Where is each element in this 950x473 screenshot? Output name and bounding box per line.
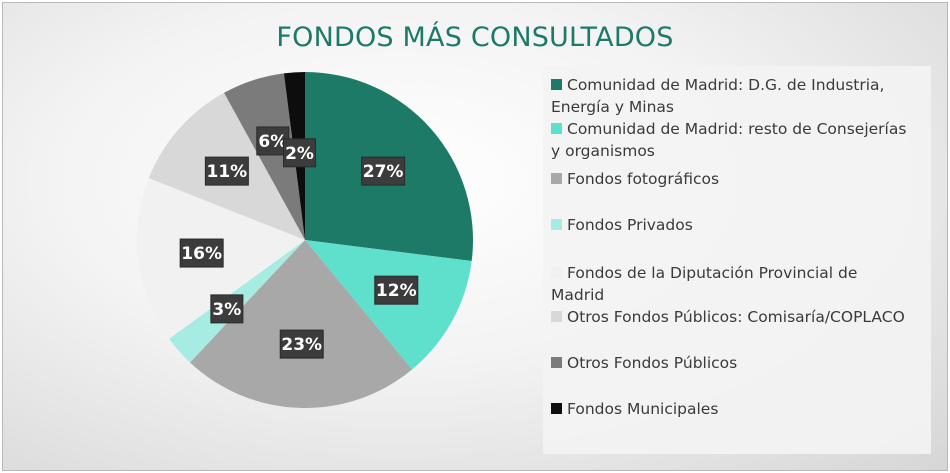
legend-item-fondos-fotograficos: Fondos fotográficos (551, 168, 931, 190)
legend-item-otros-fondos-publicos-comisaria-coplaco: Otros Fondos Públicos: Comisaría/COPLACO (551, 306, 931, 328)
data-label-fondos-fotograficos: 23% (279, 329, 324, 359)
legend-item-fondos-municipales: Fondos Municipales (551, 398, 931, 420)
legend-swatch (551, 173, 562, 184)
legend-item-fondos-de-la-diputacion-provincial-de-madrid: Fondos de la Diputación Provincial de Mad… (551, 262, 931, 306)
legend-swatch (551, 357, 562, 368)
legend-swatch (551, 311, 562, 322)
legend-label: y organismos (551, 142, 655, 160)
legend-label: Fondos Privados (567, 216, 693, 234)
data-label-text: 2% (285, 144, 314, 164)
legend-swatch (551, 123, 562, 134)
data-label-comunidad-de-madrid-resto-de-consejerias-y-organismos: 12% (374, 275, 419, 305)
pie-slice-fondos-fotograficos (189, 240, 413, 408)
data-label-text: 23% (281, 335, 322, 355)
data-label-text: 12% (376, 281, 417, 301)
legend-label: Fondos fotográficos (567, 170, 720, 188)
data-label-text: 16% (181, 244, 222, 264)
data-label-text: 3% (212, 300, 241, 320)
legend-swatch (551, 403, 562, 414)
legend-swatch (551, 79, 562, 90)
pie-slice-comunidad-de-madrid-resto-de-consejerias-y-organismos (305, 240, 472, 370)
data-label-text: 6% (258, 132, 287, 152)
data-label-otros-fondos-publicos-comisaria-coplaco: 11% (204, 156, 249, 186)
legend-label: Otros Fondos Públicos: Comisaría/COPLACO (567, 308, 905, 326)
legend-label: Fondos de la Diputación Provincial de (567, 264, 858, 282)
legend: Comunidad de Madrid: D.G. de Industria, E… (543, 66, 931, 454)
pie-slice-otros-fondos-publicos (224, 73, 305, 240)
legend-swatch (551, 219, 562, 230)
legend-label: Comunidad de Madrid: D.G. de Industria, (567, 76, 885, 94)
data-label-fondos-de-la-diputacion-provincial-de-madrid: 16% (179, 238, 224, 268)
legend-label: Energía y Minas (551, 98, 675, 116)
legend-label: Fondos Municipales (567, 400, 719, 418)
data-label-comunidad-de-madrid-d-g-de-industria-energia-y-minas: 27% (361, 156, 406, 186)
legend-item-fondos-privados: Fondos Privados (551, 214, 931, 236)
legend-label: Comunidad de Madrid: resto de Consejería… (567, 120, 907, 138)
legend-item-comunidad-de-madrid-d-g-de-industria-energia-y-minas: Comunidad de Madrid: D.G. de Industria, E… (551, 74, 931, 118)
legend-label: Otros Fondos Públicos (567, 354, 738, 372)
data-label-text: 11% (207, 162, 248, 182)
data-label-fondos-municipales: 2% (283, 138, 317, 168)
data-label-fondos-privados: 3% (210, 294, 244, 324)
data-label-text: 27% (363, 162, 404, 182)
chart-title: FONDOS MÁS CONSULTADOS (276, 22, 674, 53)
legend-item-otros-fondos-publicos: Otros Fondos Públicos (551, 352, 931, 374)
legend-swatch (551, 267, 562, 278)
legend-item-comunidad-de-madrid-resto-de-consejerias-y-organismos: Comunidad de Madrid: resto de Consejería… (551, 118, 931, 162)
legend-label: Madrid (551, 286, 605, 304)
